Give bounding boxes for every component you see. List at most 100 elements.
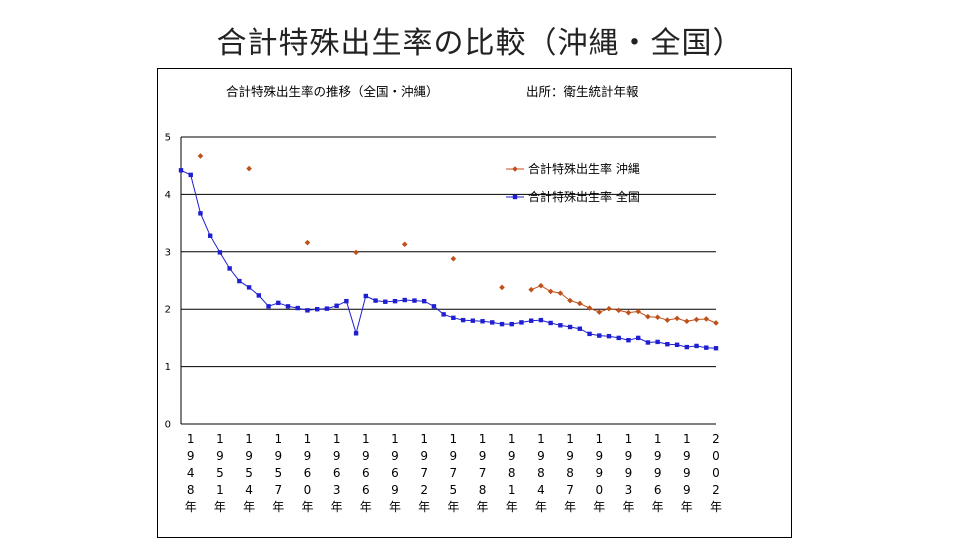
data-point (431, 304, 437, 309)
data-point (713, 320, 719, 326)
data-point (597, 333, 602, 338)
series-line (531, 285, 717, 324)
data-point (703, 316, 710, 322)
data-point (198, 211, 203, 216)
y-tick-label: 3 (165, 247, 171, 258)
data-point (635, 335, 641, 341)
data-point (392, 298, 398, 304)
data-point (334, 303, 339, 308)
data-point (246, 285, 252, 290)
data-point (363, 293, 369, 299)
line-chart: 合計特殊出生率の推移（全国・沖縄） 出所：衛生統計年報 0 1 2 3 4 5 1 9 4 8 年 1… (165, 84, 722, 515)
data-point (528, 286, 534, 293)
data-point (412, 298, 417, 303)
data-point (373, 298, 378, 303)
data-point (645, 313, 651, 320)
data-point (207, 233, 213, 238)
data-point (295, 305, 300, 311)
data-point (704, 345, 709, 350)
data-point (266, 304, 271, 309)
data-point (615, 307, 622, 314)
data-point (353, 249, 359, 256)
data-point (246, 165, 252, 172)
axes: 0 1 2 3 4 5 1 9 4 8 年 1 9 5 1 年 1 9 5 4 年 1 9 5 7 年 1 9 6 0 年 1 9 6 3 年 1 9 6 6… (165, 133, 722, 515)
data-point (674, 315, 680, 322)
legend-label: 合計特殊出生率 全国 (528, 189, 640, 204)
data-point (441, 312, 446, 317)
data-point (227, 266, 232, 271)
data-point (635, 308, 641, 315)
data-point (645, 340, 651, 345)
slide-title: 合計特殊出生率の比較（沖縄・全国） (216, 26, 744, 61)
legend-marker (512, 194, 518, 200)
legend-marker (512, 166, 518, 172)
series-1 (178, 168, 719, 351)
data-point (557, 290, 564, 296)
data-point (383, 299, 388, 304)
chart-title: 合計特殊出生率の推移（全国・沖縄） (226, 84, 439, 99)
y-tick-label: 2 (165, 305, 171, 316)
data-point (256, 293, 262, 298)
data-point (665, 342, 670, 347)
y-tick-label: 0 (165, 420, 171, 431)
data-point (217, 250, 223, 255)
data-point (558, 323, 563, 328)
data-point (528, 318, 534, 323)
data-point (353, 331, 359, 336)
y-tick-label: 5 (165, 133, 171, 144)
data-point (538, 317, 544, 323)
data-point (499, 284, 505, 291)
data-point (655, 339, 660, 345)
series (178, 153, 719, 351)
data-point (324, 306, 330, 311)
data-point (499, 321, 505, 327)
data-point (626, 337, 631, 343)
data-point (606, 333, 612, 339)
data-point (178, 168, 184, 173)
data-point (450, 255, 457, 262)
data-point (401, 241, 408, 248)
data-point (586, 305, 593, 311)
data-point (509, 321, 514, 327)
y-tick-label: 4 (165, 190, 171, 201)
data-point (674, 342, 680, 347)
chart-source: 出所：衛生統計年報 (526, 84, 639, 99)
data-point (596, 309, 603, 315)
data-point (577, 300, 583, 307)
data-point (577, 326, 583, 331)
data-point (664, 317, 671, 323)
data-point (567, 297, 573, 304)
data-point (654, 314, 661, 321)
gridlines (181, 136, 716, 368)
data-point (314, 307, 320, 312)
data-point (490, 320, 495, 325)
data-point (304, 239, 311, 246)
data-point (480, 319, 485, 324)
data-point (625, 309, 632, 316)
data-point (285, 304, 291, 309)
y-tick-label: 1 (165, 362, 171, 373)
data-point (237, 278, 242, 284)
data-point (587, 331, 592, 337)
data-point (567, 324, 573, 330)
data-point (197, 153, 204, 159)
